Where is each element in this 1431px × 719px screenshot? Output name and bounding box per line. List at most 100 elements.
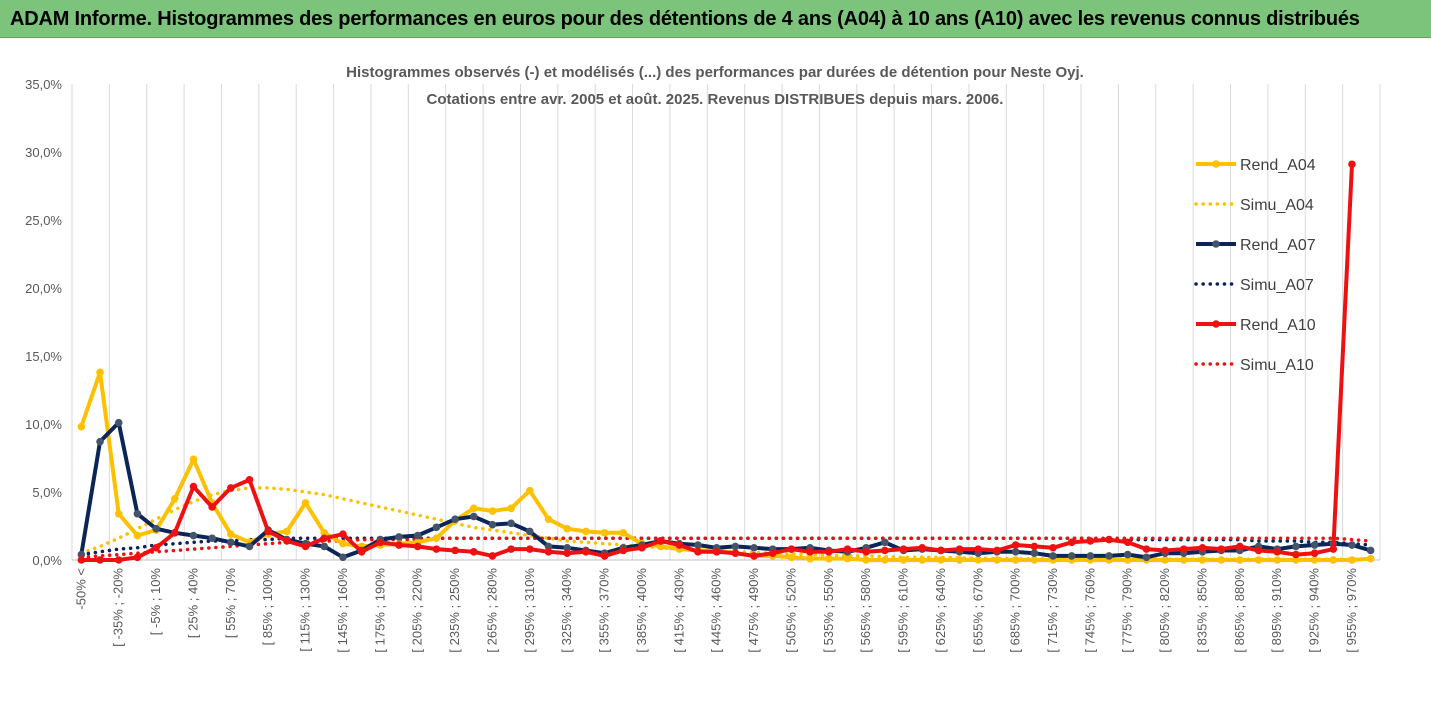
data-point [395, 533, 403, 541]
legend-marker [1212, 160, 1220, 168]
data-point [245, 542, 254, 551]
data-point [451, 546, 459, 555]
data-point [600, 552, 609, 560]
y-tick-label: 20,0% [25, 281, 62, 296]
data-point [320, 542, 329, 551]
x-tick-label: [ 295% ; 310% [522, 568, 537, 653]
data-point [824, 554, 833, 563]
data-point [77, 422, 86, 431]
data-point [1142, 545, 1151, 553]
data-point [1123, 538, 1132, 547]
data-point [768, 549, 777, 557]
data-point [114, 509, 123, 518]
x-tick-label: [ 475% ; 490% [746, 568, 761, 653]
data-point [413, 531, 422, 540]
y-tick-label: 30,0% [25, 145, 62, 160]
data-point [806, 548, 814, 556]
report-title: ADAM Informe. Histogrammes des performan… [10, 8, 1360, 30]
legend-marker [1212, 320, 1220, 328]
data-point [488, 520, 497, 529]
series-line [79, 536, 1373, 560]
data-point [694, 548, 702, 556]
x-tick-label: [ 535% ; 550% [821, 568, 836, 653]
data-point [1292, 550, 1300, 559]
data-point [1292, 542, 1300, 551]
y-tick-label: 15,0% [25, 349, 62, 364]
data-point [1198, 556, 1207, 564]
data-point [208, 534, 216, 543]
legend-item-Simu_A04: Simu_A04 [1194, 197, 1314, 214]
data-point [1161, 546, 1169, 555]
data-point [1142, 553, 1151, 562]
data-point [1086, 552, 1095, 560]
series [77, 160, 1375, 564]
x-tick-label: [ 385% ; 400% [634, 568, 649, 653]
x-tick-label: [ 85% ; 100% [260, 568, 275, 646]
data-point [1105, 552, 1113, 560]
data-point [993, 556, 1001, 564]
x-tick-label: [ 895% ; 910% [1269, 568, 1284, 653]
data-point [189, 482, 198, 491]
x-tick-label: [ 685% ; 700% [1008, 568, 1023, 653]
data-point [1348, 556, 1356, 564]
y-tick-label: 35,0% [25, 77, 62, 92]
data-point [843, 545, 852, 553]
data-point [1198, 543, 1207, 552]
data-point [899, 545, 908, 553]
data-point [432, 534, 441, 543]
legend-marker [1212, 240, 1220, 248]
data-point [320, 534, 329, 543]
x-tick-label: [ 715% ; 730% [1045, 568, 1060, 653]
data-point [619, 529, 628, 537]
legend-item-Rend_A04: Rend_A04 [1196, 157, 1316, 174]
legend-item-Simu_A07: Simu_A07 [1194, 277, 1314, 294]
data-point [1254, 556, 1263, 564]
x-tick-label: [ 265% ; 280% [484, 568, 499, 653]
data-point [787, 545, 796, 553]
data-point [1236, 556, 1244, 564]
data-point [1011, 556, 1020, 564]
data-point [301, 499, 310, 507]
data-point [750, 543, 758, 552]
data-point [656, 542, 665, 551]
chart-title-group: Histogrammes observés (-) et modélisés (… [346, 64, 1084, 108]
legend-label: Simu_A04 [1240, 197, 1314, 214]
data-point [918, 556, 926, 564]
x-tick-label: [ -5% ; 10% [148, 568, 163, 636]
data-point [96, 437, 104, 446]
data-point [899, 556, 908, 564]
data-point [526, 545, 534, 553]
data-point [1310, 556, 1319, 564]
data-point [1236, 542, 1244, 551]
data-point [1329, 556, 1338, 564]
data-point [133, 509, 142, 518]
data-point [1310, 541, 1319, 549]
y-tick-label: 10,0% [25, 417, 62, 432]
data-point [824, 548, 833, 556]
data-point [283, 527, 291, 536]
data-point [339, 539, 347, 548]
data-point [731, 549, 740, 557]
legend-label: Rend_A10 [1240, 317, 1316, 334]
x-tick-label: [ 205% ; 220% [410, 568, 425, 653]
data-point [227, 530, 235, 538]
data-point [208, 503, 216, 511]
series-line [81, 164, 1354, 562]
x-tick-label: [ 325% ; 340% [559, 568, 574, 653]
data-point [1329, 545, 1338, 553]
data-point [1123, 556, 1132, 564]
data-point [881, 546, 889, 555]
data-point [1067, 538, 1076, 547]
x-tick-label: [ 625% ; 640% [933, 568, 948, 653]
chart-subtitle: Cotations entre avr. 2005 et août. 2025.… [427, 91, 1004, 108]
data-point [937, 556, 945, 564]
data-point [339, 553, 347, 562]
x-tick-label: [ 655% ; 670% [970, 568, 985, 653]
series-Simu_A10 [79, 536, 1373, 560]
axes: 0,0% 5,0% 10,0% 15,0% 20,0% 25,0% 30,0% 35,0% -5… [25, 77, 1380, 653]
x-tick-label: [ 925% ; 940% [1307, 568, 1322, 653]
data-point [1161, 556, 1169, 564]
chart: 0,0% 5,0% 10,0% 15,0% 20,0% 25,0% 30,0% 35,0% -5… [25, 64, 1381, 653]
legend-label: Rend_A04 [1240, 157, 1316, 174]
data-point [600, 529, 609, 537]
